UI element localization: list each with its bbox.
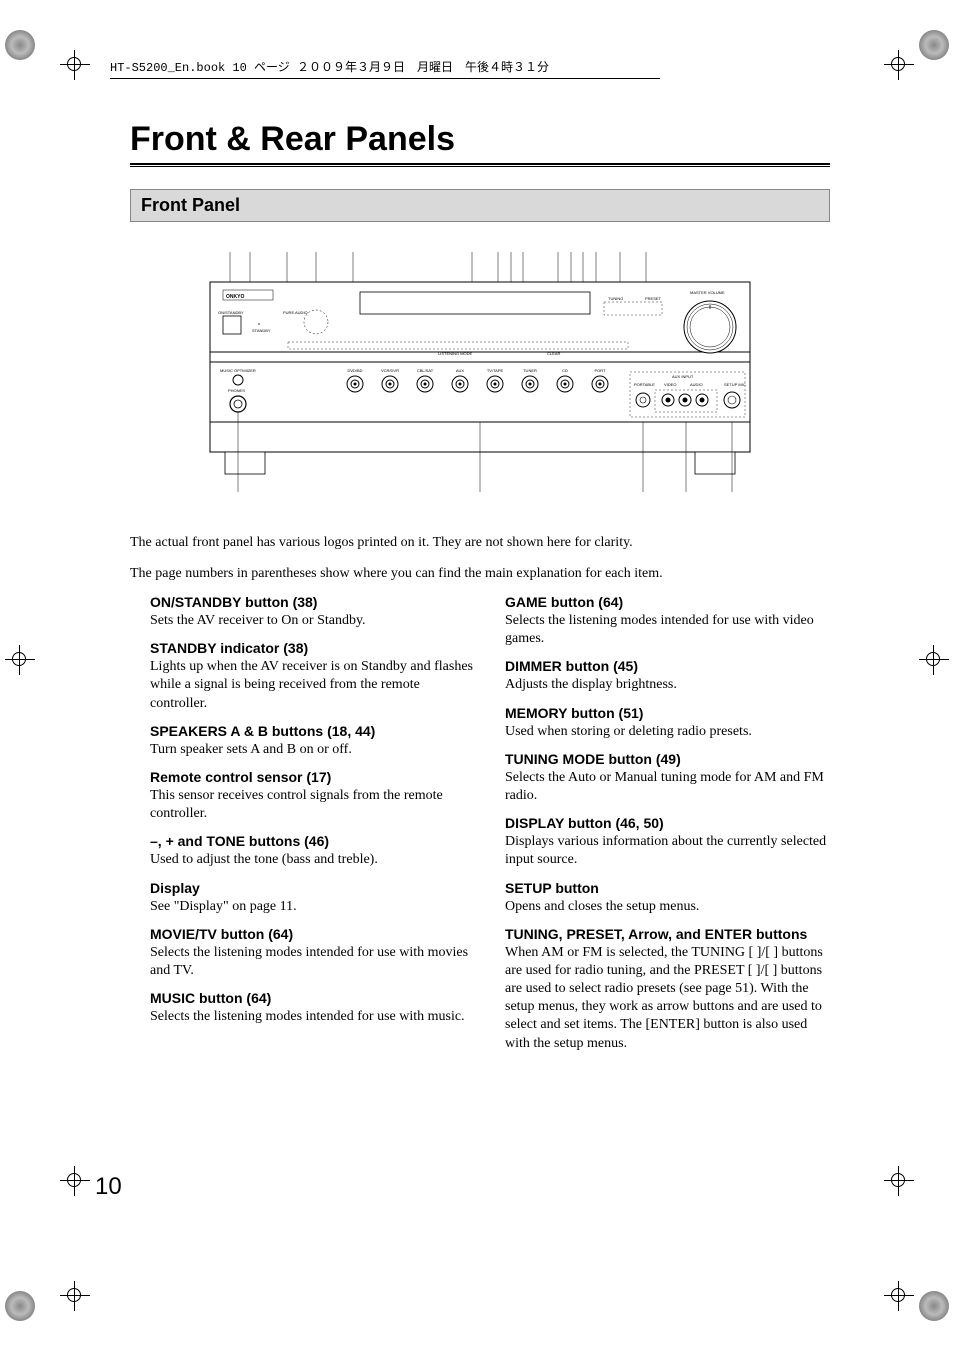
crosshair-icon [5, 645, 35, 675]
feature-item: –, + and TONE buttons (46) Used to adjust… [150, 833, 475, 869]
svg-text:CLEAR: CLEAR [547, 351, 560, 356]
feature-title: ON/STANDBY button (38) [150, 594, 475, 610]
svg-text:VCR/DVR: VCR/DVR [381, 368, 399, 373]
feature-item: STANDBY indicator (38) Lights up when the… [150, 640, 475, 713]
crosshair-icon [884, 1281, 914, 1311]
feature-title: MUSIC button (64) [150, 990, 475, 1006]
feature-desc: Turn speaker sets A and B on or off. [150, 741, 475, 759]
svg-text:TV/TAPE: TV/TAPE [487, 368, 504, 373]
svg-text:SETUP MIC: SETUP MIC [724, 382, 746, 387]
feature-item: SPEAKERS A & B buttons (18, 44) Turn spea… [150, 723, 475, 759]
page-number: 10 [95, 1173, 122, 1201]
crop-corner-icon [919, 1291, 949, 1321]
feature-title: TUNING, PRESET, Arrow, and ENTER buttons [505, 926, 830, 942]
feature-item: ON/STANDBY button (38) Sets the AV receiv… [150, 594, 475, 630]
svg-text:AUX: AUX [456, 368, 465, 373]
crosshair-icon [60, 1281, 90, 1311]
feature-desc: Adjusts the display brightness. [505, 676, 830, 694]
crop-corner-icon [5, 30, 35, 60]
feature-title: MOVIE/TV button (64) [150, 926, 475, 942]
svg-text:AUDIO: AUDIO [690, 382, 703, 387]
feature-item: MEMORY button (51) Used when storing or d… [505, 705, 830, 741]
svg-text:PHONES: PHONES [228, 388, 245, 393]
feature-item: GAME button (64) Selects the listening mo… [505, 594, 830, 648]
svg-text:PURE AUDIO: PURE AUDIO [283, 310, 308, 315]
feature-item: SETUP button Opens and closes the setup m… [505, 880, 830, 916]
feature-title: SETUP button [505, 880, 830, 896]
svg-text:TUNING: TUNING [608, 296, 623, 301]
feature-item: MUSIC button (64) Selects the listening m… [150, 990, 475, 1026]
crosshair-icon [884, 1166, 914, 1196]
feature-desc: Opens and closes the setup menus. [505, 898, 830, 916]
section-heading: Front Panel [130, 189, 830, 222]
feature-desc: Selects the listening modes intended for… [505, 612, 830, 648]
svg-text:CD: CD [562, 368, 568, 373]
feature-title: –, + and TONE buttons (46) [150, 833, 475, 849]
file-meta-header: HT-S5200_En.book 10 ページ ２００９年３月９日 月曜日 午後… [110, 58, 660, 79]
feature-title: STANDBY indicator (38) [150, 640, 475, 656]
feature-desc: This sensor receives control signals fro… [150, 787, 475, 823]
svg-text:VIDEO: VIDEO [664, 382, 676, 387]
page-title: Front & Rear Panels [130, 120, 830, 159]
feature-item: MOVIE/TV button (64) Selects the listenin… [150, 926, 475, 980]
crop-corner-icon [5, 1291, 35, 1321]
feature-item: Display See "Display" on page 11. [150, 880, 475, 916]
svg-text:AUX INPUT: AUX INPUT [672, 374, 694, 379]
feature-desc: Used to adjust the tone (bass and treble… [150, 851, 475, 869]
feature-desc: Selects the listening modes intended for… [150, 1008, 475, 1026]
front-panel-diagram: ONKYO ON/STANDBY STANDBY PURE AUDIO TUNI… [130, 252, 830, 497]
feature-item: DISPLAY button (46, 50) Displays various … [505, 815, 830, 869]
svg-text:CBL/SAT: CBL/SAT [417, 368, 434, 373]
svg-text:PORTABLE: PORTABLE [634, 382, 655, 387]
feature-desc: Lights up when the AV receiver is on Sta… [150, 658, 475, 713]
feature-desc: Selects the listening modes intended for… [150, 944, 475, 980]
feature-desc: Sets the AV receiver to On or Standby. [150, 612, 475, 630]
svg-text:MASTER VOLUME: MASTER VOLUME [690, 290, 725, 295]
feature-title: DISPLAY button (46, 50) [505, 815, 830, 831]
feature-title: Remote control sensor (17) [150, 769, 475, 785]
svg-text:PRESET: PRESET [645, 296, 662, 301]
feature-title: DIMMER button (45) [505, 658, 830, 674]
feature-title: GAME button (64) [505, 594, 830, 610]
crosshair-icon [60, 50, 90, 80]
left-column: ON/STANDBY button (38) Sets the AV receiv… [150, 594, 475, 1063]
svg-text:MUSIC OPTIMIZER: MUSIC OPTIMIZER [220, 368, 256, 373]
svg-text:ON/STANDBY: ON/STANDBY [218, 310, 244, 315]
svg-text:LISTENING MODE: LISTENING MODE [438, 351, 473, 356]
feature-desc: When AM or FM is selected, the TUNING [ … [505, 944, 830, 1053]
feature-desc: Displays various information about the c… [505, 833, 830, 869]
feature-title: Display [150, 880, 475, 896]
crop-corner-icon [919, 30, 949, 60]
crosshair-icon [919, 645, 949, 675]
diagram-brand-label: ONKYO [226, 294, 244, 300]
title-rule [130, 163, 830, 167]
feature-title: SPEAKERS A & B buttons (18, 44) [150, 723, 475, 739]
feature-title: TUNING MODE button (49) [505, 751, 830, 767]
svg-text:PORT: PORT [594, 368, 606, 373]
right-column: GAME button (64) Selects the listening mo… [505, 594, 830, 1063]
crosshair-icon [60, 1166, 90, 1196]
feature-item: TUNING, PRESET, Arrow, and ENTER buttons… [505, 926, 830, 1053]
svg-text:TUNER: TUNER [523, 368, 537, 373]
intro-p2: The page numbers in parentheses show whe… [130, 563, 830, 584]
feature-desc: See "Display" on page 11. [150, 898, 475, 916]
feature-title: MEMORY button (51) [505, 705, 830, 721]
feature-item: DIMMER button (45) Adjusts the display br… [505, 658, 830, 694]
feature-item: TUNING MODE button (49) Selects the Auto … [505, 751, 830, 805]
svg-text:STANDBY: STANDBY [252, 328, 271, 333]
feature-desc: Selects the Auto or Manual tuning mode f… [505, 769, 830, 805]
feature-item: Remote control sensor (17) This sensor re… [150, 769, 475, 823]
svg-text:DVD/BD: DVD/BD [347, 368, 362, 373]
crosshair-icon [884, 50, 914, 80]
intro-p1: The actual front panel has various logos… [130, 532, 830, 553]
feature-desc: Used when storing or deleting radio pres… [505, 723, 830, 741]
